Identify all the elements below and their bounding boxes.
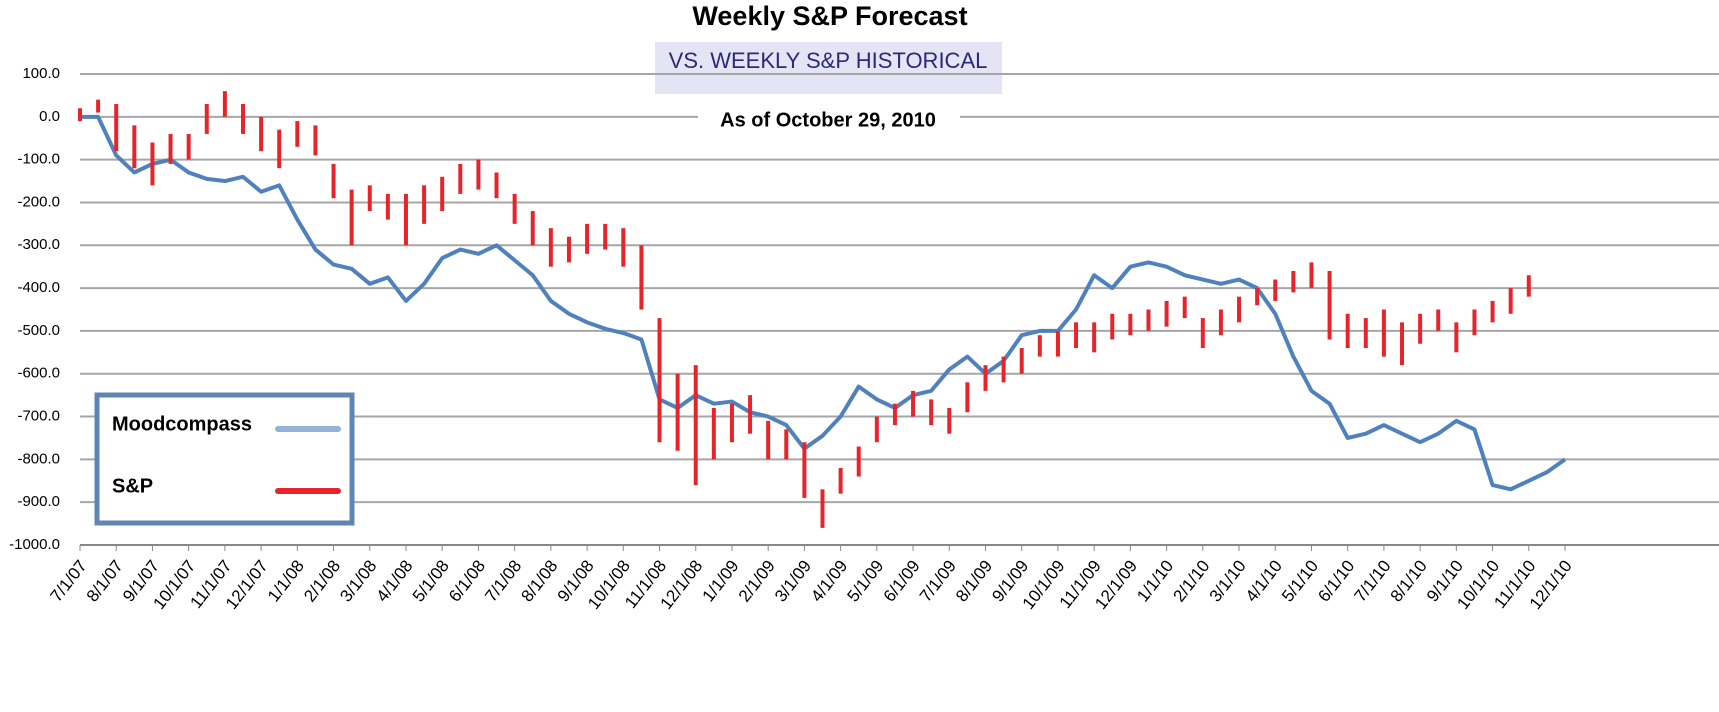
x-tick-label: 4/1/08 <box>373 557 417 606</box>
y-tick-label: -700.0 <box>17 408 60 425</box>
x-tick-label: 1/1/09 <box>699 557 743 606</box>
chart-title: Weekly S&P Forecast <box>692 1 967 31</box>
x-tick-label: 7/1/10 <box>1351 557 1395 606</box>
x-tick-label: 5/1/09 <box>843 557 887 606</box>
x-tick-label: 6/1/09 <box>880 557 924 606</box>
series-line <box>80 114 1567 492</box>
legend-box <box>94 392 355 526</box>
y-tick-label: -900.0 <box>17 493 60 510</box>
x-tick-label: 4/1/09 <box>807 557 851 606</box>
x-tick-label: 5/1/10 <box>1278 557 1322 606</box>
x-tick-label: 8/1/08 <box>517 557 561 606</box>
x-tick-label: 4/1/10 <box>1242 557 1286 606</box>
x-tick-label: 8/1/09 <box>952 557 996 606</box>
x-tick-label: 6/1/10 <box>1314 557 1358 606</box>
y-tick-label: -500.0 <box>17 322 60 339</box>
plot-area: 100.0 0.0 -100.0 -200.0 -300.0 -400.0 -500.0 -6… <box>9 65 1719 613</box>
x-tick-label: 2/1/09 <box>735 557 779 606</box>
y-tick-label: -200.0 <box>17 193 60 210</box>
x-tick-label: 1/1/10 <box>1133 557 1177 606</box>
chart-subtitle: VS. WEEKLY S&P HISTORICAL <box>669 48 988 73</box>
y-tick-label: -300.0 <box>17 236 60 253</box>
x-tick-label: 8/1/07 <box>83 557 127 606</box>
x-tick-label: 7/1/08 <box>481 557 525 606</box>
x-tick-label: 2/1/08 <box>300 557 344 606</box>
subtitle-box <box>655 42 1002 94</box>
x-tick-label: 7/1/07 <box>47 557 91 606</box>
x-tick-label: 8/1/10 <box>1387 557 1431 606</box>
legend: Moodcompass S&P <box>94 392 355 526</box>
y-tick-label: -600.0 <box>17 365 60 382</box>
y-tick-label: -100.0 <box>17 151 60 168</box>
x-tick-label: 3/1/09 <box>771 557 815 606</box>
x-tick-label: 3/1/08 <box>336 557 380 606</box>
legend-label: Moodcompass <box>112 413 252 435</box>
annotation-box <box>698 106 960 134</box>
annotation: As of October 29, 2010 <box>720 109 936 131</box>
legend-label: S&P <box>112 475 153 497</box>
x-tick-label: 7/1/09 <box>916 557 960 606</box>
y-tick-label: 0.0 <box>39 108 60 125</box>
x-tick-label: 6/1/08 <box>445 557 489 606</box>
y-tick-label: -1000.0 <box>9 536 60 553</box>
x-tick-label: 5/1/08 <box>409 557 453 606</box>
y-tick-label: 100.0 <box>22 65 60 82</box>
y-tick-label: -400.0 <box>17 279 60 296</box>
y-tick-label: -800.0 <box>17 450 60 467</box>
x-tick-label: 2/1/10 <box>1169 557 1213 606</box>
x-tick-label: 3/1/10 <box>1206 557 1250 606</box>
x-tick-label: 1/1/08 <box>264 557 308 606</box>
